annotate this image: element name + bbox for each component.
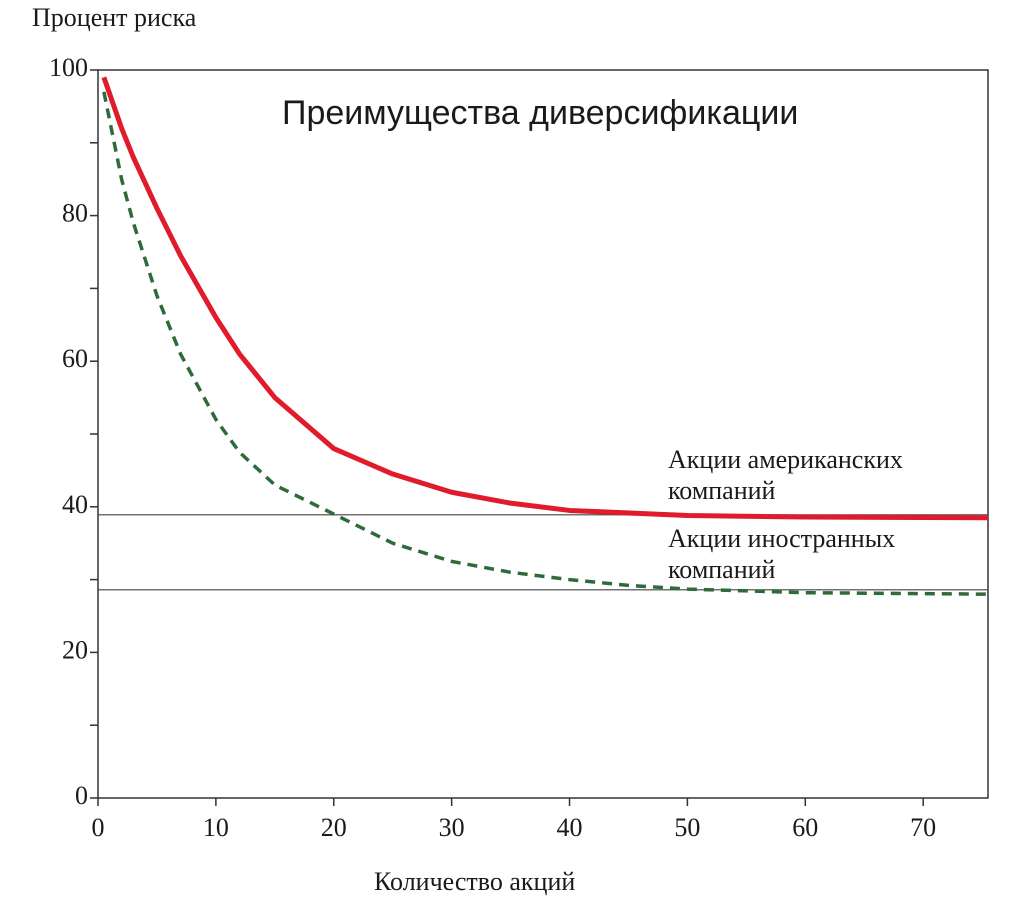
x-tick-label: 10 — [203, 813, 229, 842]
series-line — [102, 91, 989, 596]
plot-frame — [97, 69, 989, 799]
y-tick-label: 40 — [62, 490, 88, 519]
x-tick-label: 40 — [557, 813, 583, 842]
x-tick-label: 70 — [910, 813, 936, 842]
x-tick-label: 0 — [92, 813, 105, 842]
x-tick-label: 60 — [792, 813, 818, 842]
series-label: компаний — [668, 555, 776, 584]
chart-title: Преимущества диверсификации — [282, 94, 798, 132]
series-label: Акции американских — [668, 445, 903, 474]
series-line — [101, 76, 989, 521]
y-tick-label: 60 — [62, 344, 88, 373]
x-tick-label: 50 — [674, 813, 700, 842]
y-tick-label: 20 — [62, 635, 88, 664]
y-tick-label: 0 — [75, 781, 88, 810]
x-tick-label: 30 — [439, 813, 465, 842]
series-label: компаний — [668, 476, 776, 505]
x-axis-label: Количество акций — [374, 867, 575, 896]
y-tick-label: 80 — [62, 199, 88, 228]
series-label: Акции иностранных — [668, 524, 895, 553]
x-tick-label: 20 — [321, 813, 347, 842]
y-axis-label: Процент риска — [32, 3, 197, 32]
y-tick-label: 100 — [49, 53, 88, 82]
